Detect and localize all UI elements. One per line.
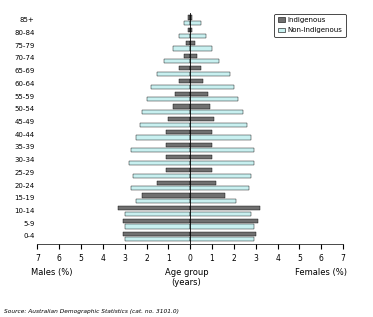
Bar [190, 85, 234, 89]
Bar [188, 28, 190, 32]
Bar [173, 47, 190, 51]
Bar [184, 54, 190, 58]
Bar [166, 168, 190, 172]
Bar [190, 224, 254, 229]
Bar [190, 186, 249, 191]
Bar [188, 16, 190, 20]
Bar [166, 155, 190, 159]
Bar [190, 212, 251, 216]
Legend: Indigenous, Non-Indigenous: Indigenous, Non-Indigenous [274, 14, 346, 37]
Bar [190, 59, 219, 63]
Bar [179, 66, 190, 70]
Bar [157, 72, 190, 76]
Bar [190, 72, 229, 76]
Bar [190, 130, 212, 134]
Bar [125, 237, 190, 241]
Bar [136, 135, 190, 139]
Bar [175, 92, 190, 96]
Bar [140, 123, 190, 127]
Bar [190, 41, 195, 45]
Bar [190, 161, 254, 165]
Bar [190, 34, 206, 38]
Bar [190, 92, 208, 96]
Bar [118, 206, 190, 210]
Bar [134, 174, 190, 178]
Bar [125, 212, 190, 216]
Text: Age group
(years): Age group (years) [165, 268, 208, 287]
Bar [131, 186, 190, 191]
Bar [173, 105, 190, 108]
Text: Source: Australian Demographic Statistics (cat. no. 3101.0): Source: Australian Demographic Statistic… [4, 309, 179, 314]
Bar [131, 148, 190, 152]
Bar [164, 59, 190, 63]
Bar [179, 79, 190, 83]
Bar [136, 199, 190, 203]
Bar [142, 193, 190, 197]
Bar [190, 97, 238, 101]
Bar [190, 232, 256, 236]
Bar [190, 28, 192, 32]
Bar [190, 105, 210, 108]
Bar [157, 181, 190, 185]
Bar [190, 117, 214, 121]
Bar [190, 79, 203, 83]
Bar [190, 155, 212, 159]
Bar [190, 123, 247, 127]
Bar [129, 161, 190, 165]
Bar [190, 66, 201, 70]
Bar [122, 232, 190, 236]
Text: Males (%): Males (%) [31, 268, 73, 277]
Bar [190, 16, 192, 20]
Bar [190, 135, 251, 139]
Bar [147, 97, 190, 101]
Text: Females (%): Females (%) [295, 268, 347, 277]
Bar [179, 34, 190, 38]
Bar [190, 143, 212, 147]
Bar [190, 148, 254, 152]
Bar [190, 193, 225, 197]
Bar [190, 219, 258, 223]
Bar [190, 206, 260, 210]
Bar [166, 143, 190, 147]
Bar [168, 117, 190, 121]
Bar [190, 168, 212, 172]
Bar [184, 21, 190, 25]
Bar [190, 237, 254, 241]
Bar [190, 21, 201, 25]
Bar [190, 47, 212, 51]
Bar [190, 110, 243, 114]
Bar [190, 174, 251, 178]
Bar [186, 41, 190, 45]
Bar [125, 224, 190, 229]
Bar [166, 130, 190, 134]
Bar [151, 85, 190, 89]
Bar [190, 54, 197, 58]
Bar [190, 199, 236, 203]
Bar [190, 181, 216, 185]
Bar [122, 219, 190, 223]
Bar [142, 110, 190, 114]
